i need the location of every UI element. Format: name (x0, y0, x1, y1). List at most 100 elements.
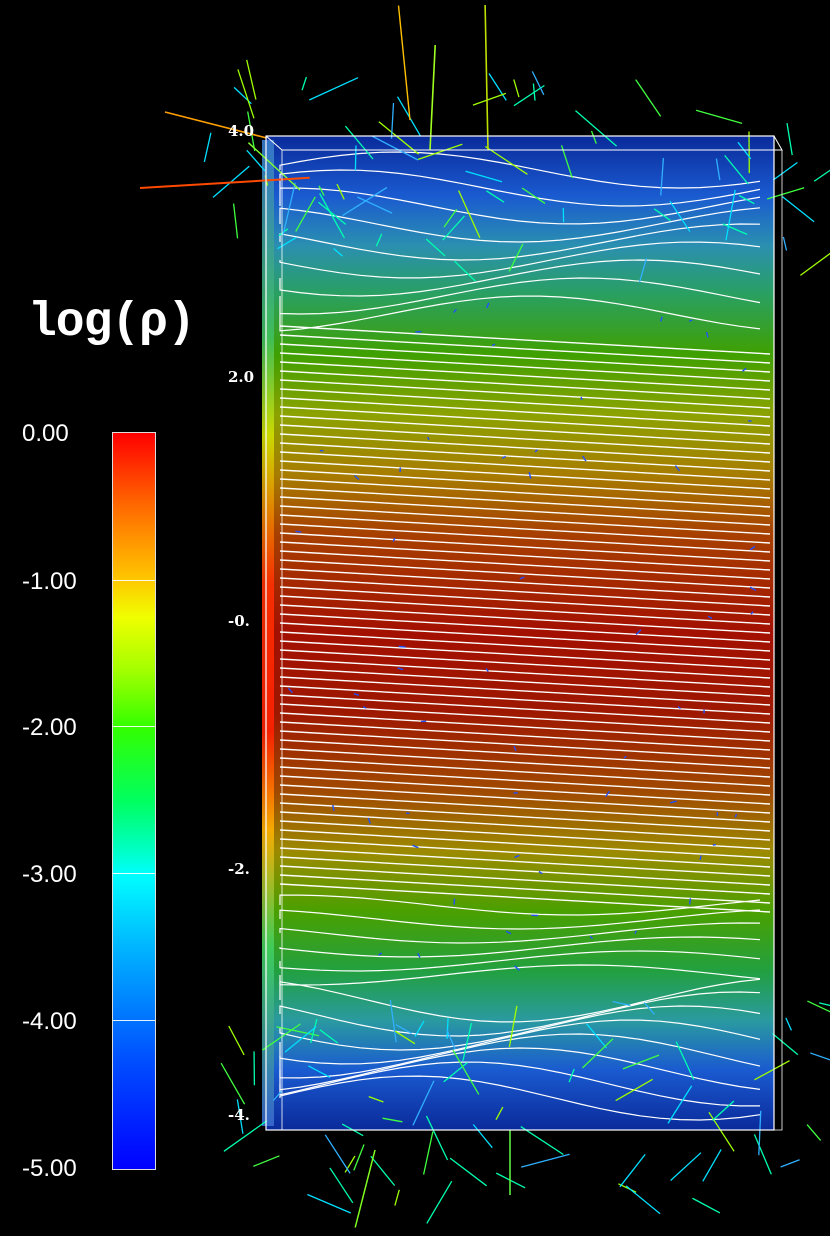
field-line (279, 334, 771, 364)
velocity-arrow (253, 1155, 280, 1167)
velocity-arrow (203, 132, 212, 163)
field-line (279, 532, 771, 562)
velocity-arrow (367, 817, 371, 824)
field-line (279, 748, 771, 778)
velocity-arrow (452, 1049, 480, 1095)
velocity-arrow (643, 1002, 655, 1015)
field-line (279, 379, 771, 409)
velocity-arrow (389, 999, 397, 1043)
velocity-arrow (486, 302, 490, 309)
velocity-arrow (708, 1111, 735, 1152)
velocity-arrow (344, 1155, 356, 1173)
velocity-arrow (508, 1005, 518, 1048)
velocity-arrow (638, 258, 648, 283)
field-line (279, 397, 771, 427)
velocity-arrow (485, 667, 489, 673)
colorbar-tick-line (112, 873, 155, 874)
velocity-arrow (653, 208, 671, 222)
field-line (279, 505, 771, 535)
velocity-arrow (412, 1080, 435, 1126)
axis-label: -0. (228, 612, 250, 630)
velocity-arrow (295, 530, 302, 533)
field-line (279, 424, 771, 454)
velocity-arrow (488, 73, 507, 101)
velocity-arrow (223, 1120, 268, 1152)
velocity-arrow (307, 1065, 331, 1078)
velocity-arrow (782, 236, 788, 251)
field-line (279, 550, 771, 580)
field-line (279, 838, 771, 868)
velocity-arrow (394, 1189, 400, 1206)
velocity-arrow (813, 169, 830, 182)
velocity-arrow (449, 1157, 487, 1187)
velocity-arrow (660, 158, 665, 196)
colorbar-tick-label: 0.00 (22, 420, 69, 447)
field-line (279, 478, 771, 508)
field-line (279, 577, 771, 607)
colorbar-tick-line (112, 580, 155, 581)
field-line (279, 793, 771, 823)
field-line (279, 622, 771, 652)
bounding-box-top-edge (265, 135, 783, 151)
velocity-arrow (619, 1154, 646, 1188)
field-line (279, 151, 761, 189)
velocity-arrow (635, 79, 662, 117)
velocity-arrow (371, 135, 419, 161)
colorbar-tick-label: -1.00 (22, 568, 77, 595)
velocity-arrow (397, 5, 411, 121)
field-line (279, 223, 761, 261)
colorbar (112, 432, 156, 1170)
slab-side-face (262, 140, 274, 1126)
velocity-arrow (344, 125, 374, 160)
velocity-arrow (785, 1017, 792, 1031)
velocity-arrow (560, 145, 573, 179)
velocity-arrow (353, 1144, 365, 1171)
field-line (279, 909, 761, 930)
velocity-arrow (771, 1033, 799, 1056)
field-line (279, 712, 771, 742)
field-line (279, 658, 771, 688)
field-line (279, 685, 771, 715)
field-line (279, 775, 771, 805)
field-line (279, 388, 771, 418)
field-line (279, 343, 771, 373)
velocity-arrow (699, 855, 702, 861)
velocity-arrow (295, 196, 316, 232)
field-line (279, 667, 771, 697)
field-line (279, 865, 771, 895)
velocity-arrow (425, 238, 446, 257)
velocity-arrow (514, 854, 520, 859)
velocity-arrow (284, 1026, 317, 1053)
velocity-arrow (741, 367, 747, 372)
velocity-arrow (715, 158, 721, 181)
velocity-arrow (519, 576, 525, 580)
velocity-arrow (397, 667, 404, 671)
field-line (279, 640, 771, 670)
velocity-arrow (308, 77, 359, 101)
velocity-arrow (737, 141, 752, 160)
velocity-arrow (247, 142, 301, 191)
field-line (279, 187, 761, 225)
velocity-arrow (590, 130, 597, 144)
field-line (279, 978, 761, 1023)
velocity-arrow (725, 189, 736, 241)
velocity-arrow (724, 154, 749, 185)
velocity-arrow (398, 645, 406, 648)
velocity-arrow (324, 1134, 351, 1174)
velocity-arrow (534, 449, 538, 453)
velocity-arrow (272, 1090, 283, 1101)
velocity-arrow (675, 1041, 695, 1080)
field-line (279, 169, 761, 207)
velocity-arrow (623, 755, 627, 759)
field-line (279, 469, 771, 499)
velocity-arrow (458, 190, 481, 239)
field-line (279, 613, 771, 643)
field-line (279, 1061, 760, 1107)
velocity-arrow (750, 611, 754, 615)
velocity-arrow (513, 745, 517, 752)
field-line (279, 295, 761, 332)
velocity-arrow (772, 161, 798, 181)
velocity-arrow (310, 1018, 318, 1044)
velocity-arrow (412, 844, 419, 849)
velocity-arrow (615, 1078, 653, 1102)
